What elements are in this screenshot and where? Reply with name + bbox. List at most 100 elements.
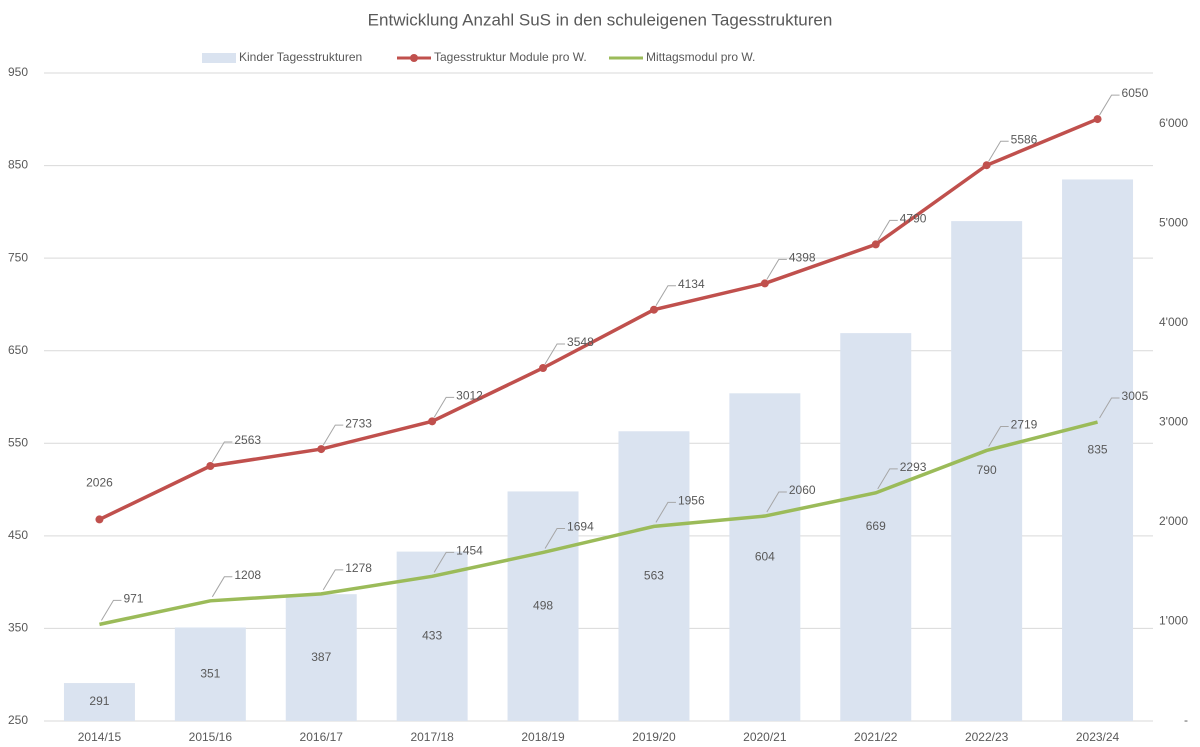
y2-tick-label: 5'000 — [1159, 216, 1188, 230]
y2-tick-label: 1'000 — [1159, 614, 1188, 628]
bar — [729, 393, 801, 721]
x-tick-label: 2021/22 — [854, 730, 898, 744]
bar — [285, 594, 357, 721]
line-value-label: 2293 — [900, 460, 927, 474]
leader-line — [322, 569, 344, 591]
x-tick-label: 2022/23 — [965, 730, 1009, 744]
leader-line — [211, 441, 233, 463]
line-marker — [982, 161, 991, 170]
x-tick-label: 2017/18 — [410, 730, 454, 744]
legend-label: Tagesstruktur Module pro W. — [434, 50, 587, 64]
leader-line — [322, 424, 344, 446]
bar — [63, 683, 135, 721]
line-marker — [206, 461, 215, 470]
y2-tick-label: 3'000 — [1159, 415, 1188, 429]
leader-line — [766, 258, 787, 280]
legend-label: Mittagsmodul pro W. — [646, 50, 755, 64]
line-marker — [871, 240, 880, 249]
line — [99, 420, 1098, 627]
leader-line — [877, 468, 898, 490]
bar — [618, 431, 690, 721]
leader-line — [433, 396, 455, 418]
line-marker — [539, 363, 548, 372]
leader-line — [655, 501, 676, 523]
line-value-label: 4790 — [900, 212, 927, 226]
y-tick-label: 250 — [8, 713, 28, 727]
bar — [1062, 179, 1134, 721]
leader-line — [988, 140, 1009, 162]
line-value-label: 5586 — [1011, 132, 1038, 146]
line-value-label: 2733 — [345, 416, 372, 430]
line-marker — [649, 305, 658, 314]
x-tick-label: 2018/19 — [521, 730, 565, 744]
bar-value-label: 387 — [311, 650, 331, 664]
bar — [840, 333, 912, 721]
line-marker — [95, 515, 104, 524]
y-tick-label: 650 — [8, 343, 28, 357]
leader-line — [544, 527, 566, 549]
line-value-label: 1278 — [345, 561, 372, 575]
legend-label: Kinder Tagesstrukturen — [239, 50, 362, 64]
bar-value-label: 835 — [1088, 442, 1108, 456]
leader-line — [433, 551, 455, 573]
line-value-label: 971 — [123, 592, 143, 606]
bar-value-label: 563 — [644, 568, 664, 582]
legend-marker — [410, 54, 418, 62]
bar-value-label: 291 — [89, 694, 109, 708]
y2-tick-label: 4'000 — [1159, 315, 1188, 329]
x-tick-label: 2016/17 — [300, 730, 344, 744]
leader-line — [1099, 397, 1120, 419]
y-tick-label: 550 — [8, 435, 28, 449]
line-value-label: 1454 — [456, 544, 483, 558]
leader-line — [988, 425, 1009, 447]
line — [98, 117, 1099, 522]
line-value-label: 1956 — [678, 494, 705, 508]
line-marker — [760, 279, 769, 288]
bar-value-label: 790 — [977, 463, 997, 477]
bar-value-label: 433 — [422, 628, 442, 642]
line-value-label: 2060 — [789, 483, 816, 497]
bar — [951, 221, 1023, 721]
leader-line — [101, 599, 122, 621]
line-marker — [428, 417, 437, 426]
line-value-label: 3012 — [456, 388, 483, 402]
bar-value-label: 604 — [755, 549, 775, 563]
line-value-label: 6050 — [1122, 86, 1149, 100]
bar-value-label: 669 — [866, 519, 886, 533]
x-tick-label: 2015/16 — [189, 730, 233, 744]
leader-line — [655, 285, 676, 306]
x-tick-label: 2023/24 — [1076, 730, 1120, 744]
line-value-label: 3005 — [1122, 389, 1149, 403]
bar-value-label: 351 — [200, 666, 220, 680]
y2-tick-label: 2'000 — [1159, 514, 1188, 528]
y2-tick-label: 6'000 — [1159, 116, 1188, 130]
line-value-label: 2026 — [86, 476, 113, 490]
leader-line — [877, 219, 898, 241]
line-value-label: 2719 — [1011, 418, 1038, 432]
y-tick-label: 450 — [8, 528, 28, 542]
line-value-label: 2563 — [234, 433, 261, 447]
leader-line — [544, 343, 566, 365]
line-value-label: 1208 — [234, 568, 261, 582]
bar-value-label: 498 — [533, 598, 553, 612]
line-marker — [317, 445, 326, 454]
bar — [507, 491, 579, 721]
line-value-label: 1694 — [567, 520, 594, 534]
leader-line — [211, 576, 233, 598]
x-tick-label: 2014/15 — [78, 730, 122, 744]
leader-line — [766, 491, 787, 513]
bar — [174, 627, 246, 721]
x-tick-label: 2019/20 — [632, 730, 676, 744]
chart-title: Entwicklung Anzahl SuS in den schuleigen… — [368, 10, 833, 29]
x-tick-label: 2020/21 — [743, 730, 787, 744]
line-marker — [1093, 115, 1102, 124]
line-value-label: 3548 — [567, 335, 594, 349]
legend-swatch — [202, 53, 236, 63]
y-tick-label: 750 — [8, 250, 28, 264]
leader-line — [1099, 94, 1120, 116]
y-tick-label: 950 — [8, 65, 28, 79]
y2-tick-label: - — [1184, 713, 1188, 727]
y-tick-label: 350 — [8, 621, 28, 635]
line-value-label: 4134 — [678, 277, 705, 291]
